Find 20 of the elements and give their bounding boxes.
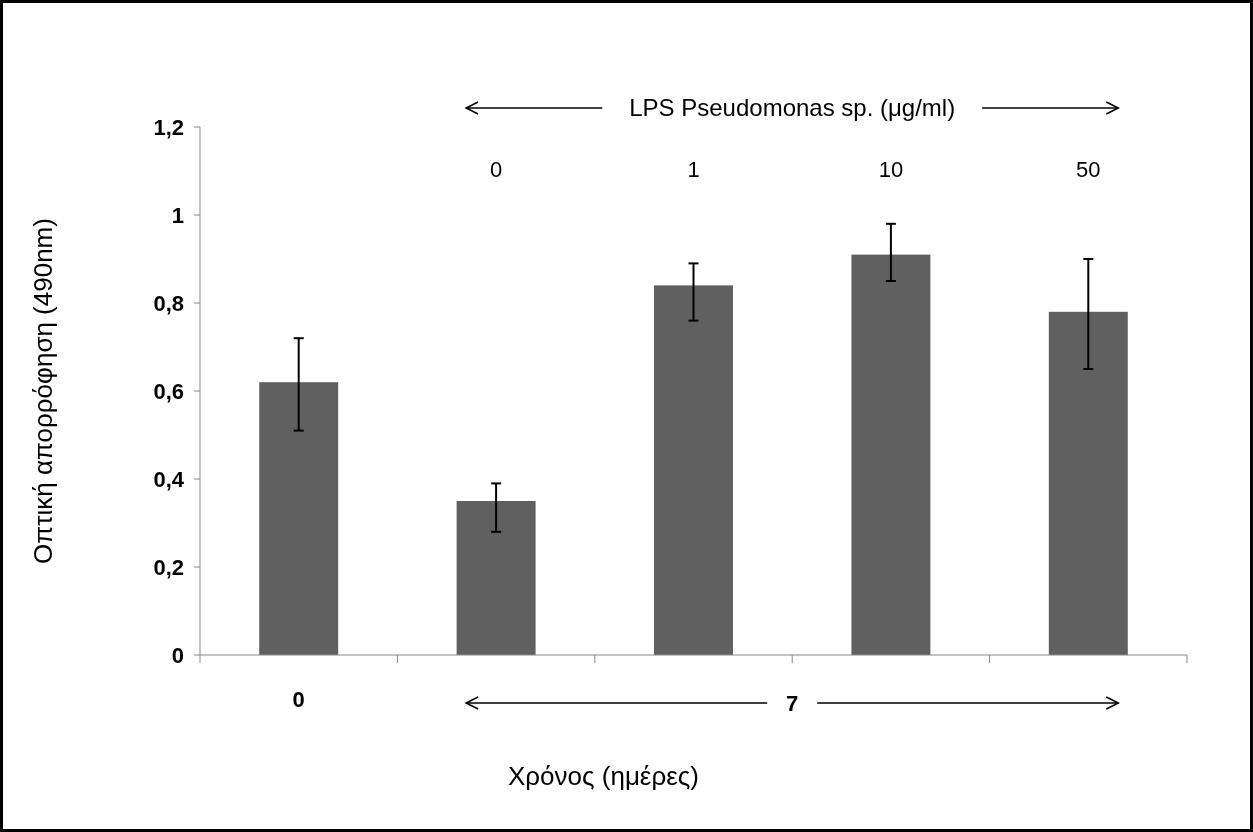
annotation: 0	[489, 157, 503, 182]
y-tick-label: 0	[171, 642, 184, 668]
y-tick-label: 0,2	[153, 554, 184, 580]
annotation: 10	[878, 157, 904, 182]
bar	[456, 501, 536, 655]
y-tick-label: 1	[171, 202, 184, 228]
bar	[654, 285, 733, 655]
annotation: 1	[687, 157, 700, 182]
text: 7	[786, 690, 799, 716]
annotation: 50	[1076, 157, 1101, 182]
bar	[259, 382, 339, 655]
y-axis-title: Οπτική απορρόφηση (490nm)	[28, 218, 58, 564]
text: LPS Pseudomonas sp. (μg/ml)	[629, 94, 956, 122]
y-tick-label: 0,6	[153, 378, 184, 404]
bar	[1048, 311, 1128, 655]
y-tick-label: 1,2	[153, 114, 184, 140]
bar	[851, 254, 931, 655]
y-tick-label: 0,4	[153, 466, 185, 492]
x-axis-title: Χρόνος (ημέρες)	[507, 761, 700, 791]
y-tick-label: 0,8	[153, 290, 184, 316]
